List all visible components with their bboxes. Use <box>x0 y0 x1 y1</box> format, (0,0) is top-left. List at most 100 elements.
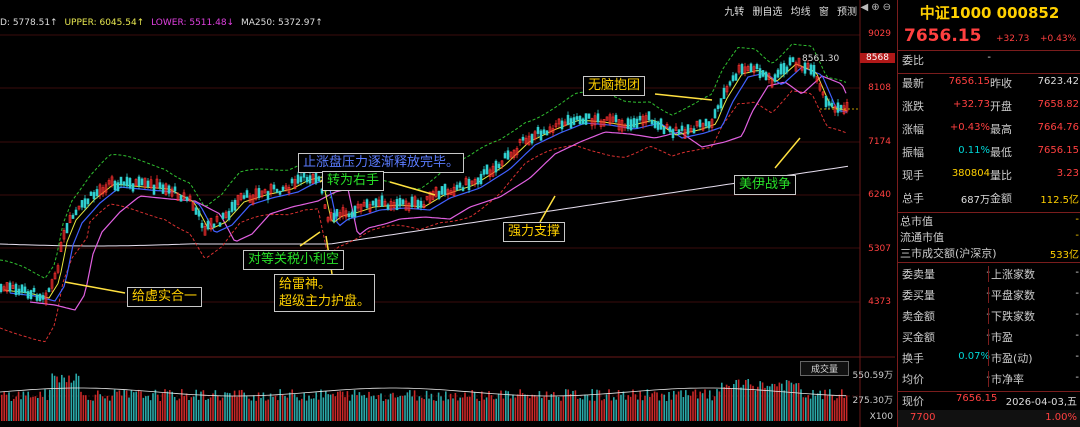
volume-bar <box>202 390 205 421</box>
back-icon[interactable]: ◀ <box>860 2 869 13</box>
candle-body <box>11 284 15 289</box>
volume-bar <box>217 395 219 421</box>
boll-upper-line <box>0 43 847 279</box>
zoom-out-icon[interactable]: ⊖ <box>882 2 891 13</box>
candle-body <box>623 124 627 129</box>
chart-window-icons: ◀ ⊕ ⊖ <box>858 2 891 13</box>
volume-bar <box>437 392 440 421</box>
volume-bar <box>793 384 795 421</box>
volume-bar <box>740 387 742 421</box>
volume-bar <box>821 399 824 421</box>
candle-body <box>263 189 267 194</box>
candle-body <box>5 282 9 293</box>
order-row-value2: - <box>1075 288 1079 299</box>
volume-bar <box>39 391 41 421</box>
candle-body <box>446 189 450 196</box>
candle-body <box>335 209 339 217</box>
volume-bar <box>157 394 159 421</box>
kline-chart-area[interactable]: D: 5778.51↑ UPPER: 6045.54↑ LOWER: 5511.… <box>0 0 895 427</box>
quote-panel: 中证1000 000852 7656.15 +32.73 +0.43% 委比 -… <box>897 0 1080 427</box>
annotation-arrow <box>389 181 436 196</box>
volume-bar <box>543 396 545 421</box>
candle-body <box>449 190 453 195</box>
volume-bar <box>344 397 346 421</box>
volume-bar <box>605 394 608 421</box>
toolbar-remove-fav[interactable]: 删自选 <box>752 7 783 18</box>
candle-body <box>122 181 126 186</box>
volume-bar <box>200 391 202 421</box>
volume-bar <box>152 393 154 421</box>
quote-row-label: 涨跌 <box>902 100 924 113</box>
candle-body <box>365 199 369 208</box>
volume-bar <box>557 396 560 421</box>
volume-bar <box>368 391 370 421</box>
volume-bar <box>219 400 221 421</box>
volume-bar <box>497 393 500 421</box>
volume-bar <box>517 394 519 421</box>
volume-bar <box>44 389 46 421</box>
candle-body <box>611 116 615 122</box>
volume-tab[interactable]: 成交量 <box>800 361 850 376</box>
volume-bar <box>284 396 286 421</box>
toolbar-jiuzhuan[interactable]: 九转 <box>724 7 745 18</box>
volume-bar <box>548 399 550 421</box>
candle-body <box>80 200 84 208</box>
volume-bar <box>387 399 389 421</box>
volume-bar <box>322 397 325 421</box>
volume-bar <box>495 398 497 421</box>
zoom-in-icon[interactable]: ⊕ <box>871 2 880 13</box>
anno-tariff: 对等关税小利空 <box>243 250 345 270</box>
quote-row: 涨幅 +0.43% 最高 7664.76 <box>898 121 1080 141</box>
quote-row-label: 总手 <box>902 192 924 205</box>
candle-body <box>29 290 33 299</box>
volume-bar <box>171 391 173 421</box>
volume-bar <box>555 396 557 421</box>
volume-bar <box>565 389 567 421</box>
volume-bar <box>817 393 819 421</box>
candle-body <box>458 182 462 188</box>
candle-body <box>827 101 831 106</box>
volume-bar <box>653 391 656 421</box>
toolbar-ma[interactable]: 均线 <box>790 7 811 18</box>
quote-row-value2: 112.5亿 <box>1040 195 1079 206</box>
candle-body <box>584 113 588 125</box>
volume-bar <box>512 394 514 421</box>
volume-bar <box>397 397 399 421</box>
kline-chart-svg[interactable] <box>0 0 895 427</box>
volume-bar <box>824 389 826 421</box>
candle-body <box>239 192 243 201</box>
volume-bar <box>34 396 37 421</box>
volume-bar <box>673 390 675 421</box>
volume-bar <box>209 397 212 421</box>
toolbar-window[interactable]: 窗 <box>818 7 829 18</box>
volume-bar <box>490 395 493 421</box>
candle-body <box>143 177 147 188</box>
market-row: 三市成交额(沪深京) 533亿 <box>898 245 1080 261</box>
candle-body <box>593 115 597 126</box>
candle-body <box>554 123 558 128</box>
volume-bar <box>109 400 111 421</box>
candle-body <box>422 204 426 208</box>
candle-body <box>383 200 387 206</box>
volume-bar <box>519 389 521 421</box>
candle-body <box>653 120 657 128</box>
candle-body <box>203 225 207 236</box>
candle-body <box>329 212 333 221</box>
volume-bar <box>656 392 658 421</box>
volume-bar <box>188 400 190 421</box>
volume-bar <box>296 397 298 421</box>
candle-body <box>476 177 480 185</box>
toolbar-forecast[interactable]: 预测 <box>837 7 857 18</box>
candle-body <box>38 293 42 302</box>
volume-bar <box>706 398 709 421</box>
volume-bar <box>627 395 629 421</box>
volume-bar <box>764 387 766 421</box>
volume-bar <box>291 389 293 421</box>
candle-body <box>104 184 108 193</box>
volume-bar <box>457 400 459 421</box>
candle-body <box>158 182 162 189</box>
candle-body <box>20 284 24 293</box>
candle-body <box>542 129 546 134</box>
candle-body <box>47 288 51 292</box>
market-row: 流通市值 - <box>898 229 1080 245</box>
